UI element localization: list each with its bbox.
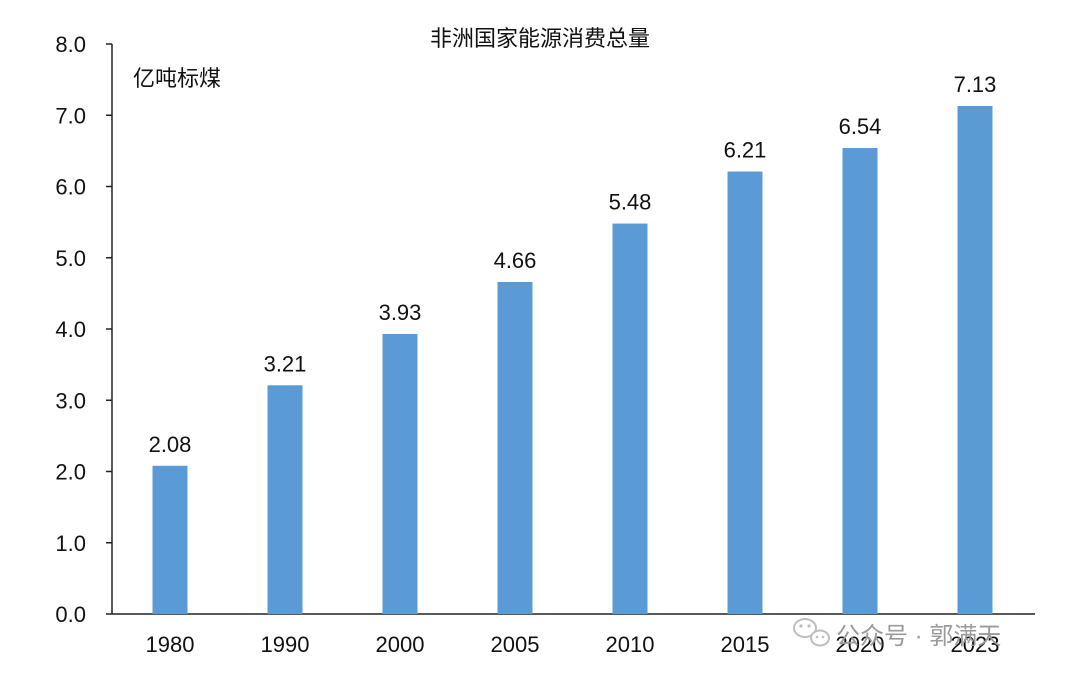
bar-2023 xyxy=(957,105,993,615)
bar-2000 xyxy=(382,333,418,614)
y-tick-label: 3.0 xyxy=(55,388,86,413)
data-label-1980: 2.08 xyxy=(149,432,192,457)
wechat-icon xyxy=(793,618,830,647)
x-tick-label: 1990 xyxy=(261,632,310,657)
data-label-2010: 5.48 xyxy=(609,190,652,215)
y-tick-label: 1.0 xyxy=(55,531,86,556)
chart-title: 非洲国家能源消费总量 xyxy=(430,27,650,52)
x-tick-label: 2000 xyxy=(376,632,425,657)
x-tick-label: 2010 xyxy=(606,632,655,657)
y-tick-label: 7.0 xyxy=(55,103,86,128)
data-label-1990: 3.21 xyxy=(264,351,307,376)
data-label-2005: 4.66 xyxy=(494,248,537,273)
bar-2010 xyxy=(612,223,648,615)
y-tick-label: 8.0 xyxy=(55,32,86,57)
x-tick-label: 2005 xyxy=(491,632,540,657)
x-tick-label: 2015 xyxy=(721,632,770,657)
bar-2005 xyxy=(497,281,533,614)
data-label-2020: 6.54 xyxy=(839,114,882,139)
bar-2015 xyxy=(727,171,763,614)
y-tick-label: 4.0 xyxy=(55,317,86,342)
y-axis-unit-label: 亿吨标煤 xyxy=(133,66,221,91)
data-label-2000: 3.93 xyxy=(379,300,422,325)
y-tick-label: 2.0 xyxy=(55,460,86,485)
bar-1990 xyxy=(267,385,303,614)
y-tick-label: 5.0 xyxy=(55,246,86,271)
watermark: 公众号 · 郭满天 xyxy=(793,618,1001,650)
x-tick-label: 1980 xyxy=(146,632,195,657)
bars xyxy=(152,105,993,615)
tick-labels: 0.0 1.0 2.0 3.0 4.0 5.0 6.0 7.0 8.0 1980 1990 2000 2… xyxy=(55,32,999,657)
data-labels: 2.08 3.21 3.93 4.66 5.48 6.21 6.54 7.13 xyxy=(149,72,997,457)
y-tick-label: 6.0 xyxy=(55,175,86,200)
data-label-2015: 6.21 xyxy=(724,138,767,163)
data-label-2023: 7.13 xyxy=(954,72,997,97)
bar-1980 xyxy=(152,465,188,614)
y-tick-label: 0.0 xyxy=(55,602,86,627)
x-tick-label: 2023 xyxy=(951,632,1000,657)
bar-2020 xyxy=(842,148,878,614)
watermark-text: 公众号 · 郭满天 xyxy=(836,623,1001,650)
x-tick-label: 2020 xyxy=(836,632,885,657)
axes xyxy=(106,43,1035,615)
